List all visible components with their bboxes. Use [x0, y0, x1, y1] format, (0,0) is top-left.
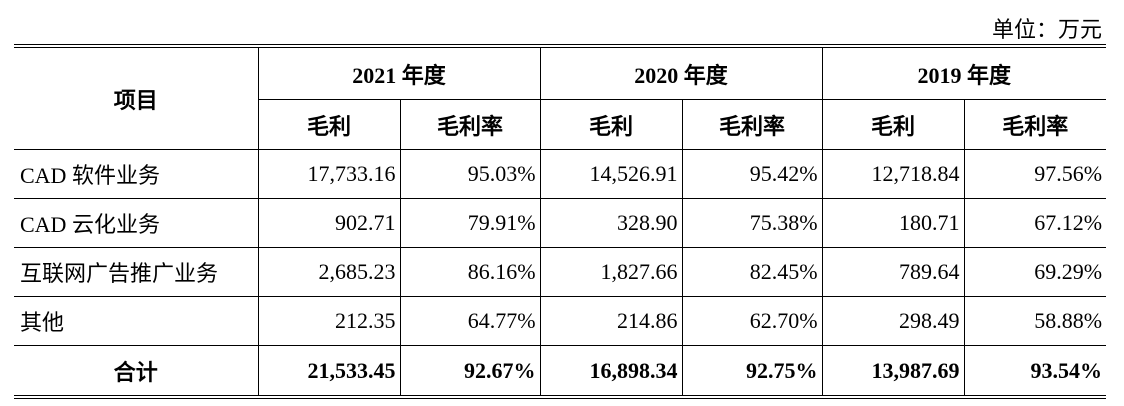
cell: 97.56%	[963, 149, 1107, 199]
cell: 212.35	[257, 296, 401, 346]
row-label: CAD 软件业务	[14, 149, 259, 199]
cell: 180.71	[821, 198, 965, 248]
row-label: CAD 云化业务	[14, 198, 259, 248]
cell: 214.86	[539, 296, 683, 346]
cell: 86.16%	[399, 247, 541, 297]
header-gross-margin: 毛利率	[681, 99, 823, 150]
header-item: 项目	[14, 44, 259, 150]
cell: 69.29%	[963, 247, 1107, 297]
cell: 62.70%	[681, 296, 823, 346]
cell: 14,526.91	[539, 149, 683, 199]
total-cell: 16,898.34	[539, 345, 683, 399]
cell: 12,718.84	[821, 149, 965, 199]
header-gross-profit: 毛利	[821, 99, 965, 150]
cell: 298.49	[821, 296, 965, 346]
total-cell: 21,533.45	[257, 345, 401, 399]
header-gross-margin: 毛利率	[399, 99, 541, 150]
cell: 902.71	[257, 198, 401, 248]
header-gross-profit: 毛利	[258, 99, 401, 150]
row-label: 其他	[14, 296, 259, 346]
cell: 2,685.23	[257, 247, 401, 297]
row-label: 互联网广告推广业务	[14, 247, 259, 297]
header-gross-margin: 毛利率	[963, 99, 1107, 150]
cell: 64.77%	[399, 296, 541, 346]
header-year-2021: 2021 年度	[257, 44, 541, 100]
total-row: 合计 21,533.45 92.67% 16,898.34 92.75% 13,…	[14, 345, 1107, 399]
total-cell: 13,987.69	[821, 345, 965, 399]
total-cell: 92.75%	[681, 345, 823, 399]
total-cell: 92.67%	[399, 345, 541, 399]
cell: 95.42%	[681, 149, 823, 199]
total-cell: 93.54%	[963, 345, 1107, 399]
cell: 789.64	[821, 247, 965, 297]
header-year-2020: 2020 年度	[539, 44, 823, 100]
table-row: CAD 云化业务 902.71 79.91% 328.90 75.38% 180…	[14, 198, 1107, 248]
table-row: CAD 软件业务 17,733.16 95.03% 14,526.91 95.4…	[14, 149, 1107, 199]
total-label: 合计	[14, 345, 259, 399]
table-row: 互联网广告推广业务 2,685.23 86.16% 1,827.66 82.45…	[14, 247, 1107, 297]
cell: 75.38%	[681, 198, 823, 248]
unit-label: 单位：万元	[991, 17, 1102, 42]
cell: 95.03%	[399, 149, 541, 199]
cell: 79.91%	[399, 198, 541, 248]
gross-profit-table: 项目 2021 年度 2020 年度 2019 年度 毛利 毛利率 毛利 毛利率…	[14, 44, 1107, 399]
table-row: 其他 212.35 64.77% 214.86 62.70% 298.49 58…	[14, 296, 1107, 346]
cell: 67.12%	[963, 198, 1107, 248]
cell: 328.90	[539, 198, 683, 248]
cell: 17,733.16	[257, 149, 401, 199]
header-year-2019: 2019 年度	[821, 44, 1107, 100]
cell: 58.88%	[963, 296, 1107, 346]
cell: 1,827.66	[539, 247, 683, 297]
header-gross-profit: 毛利	[539, 99, 683, 150]
cell: 82.45%	[681, 247, 823, 297]
